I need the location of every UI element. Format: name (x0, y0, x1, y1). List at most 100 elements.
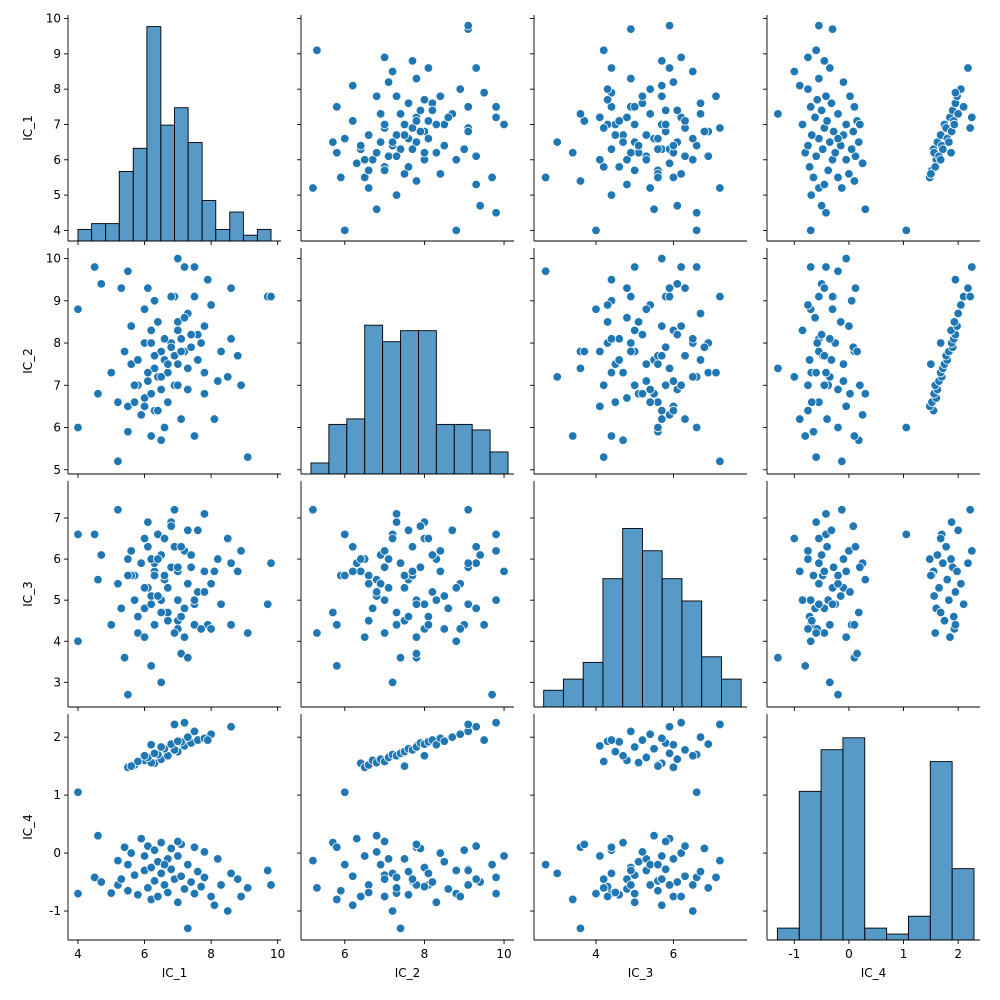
scatter-point (391, 883, 402, 893)
scatter-point (838, 77, 849, 87)
scatter-point (653, 761, 663, 771)
x-tick-label: 1 (900, 947, 908, 961)
scatter-point (688, 66, 698, 77)
scatter-point (599, 380, 609, 390)
scatter-point (602, 891, 613, 902)
scatter-point (236, 891, 246, 902)
scatter-point (657, 321, 667, 331)
scatter-point (395, 144, 406, 154)
scatter-point (595, 112, 605, 123)
scatter-point (332, 661, 342, 671)
scatter-point (680, 283, 690, 293)
y-axis-label: IC_2 (21, 348, 35, 374)
scatter-point (156, 384, 166, 395)
x-tick-label: 4 (592, 947, 600, 961)
scatter-point (930, 162, 940, 172)
scatter-point (189, 431, 200, 441)
scatter-point (672, 200, 682, 211)
scatter-point (206, 579, 216, 589)
scatter-point (173, 359, 183, 369)
scatter-point (139, 533, 150, 544)
scatter-point (688, 133, 698, 144)
scatter-point (795, 414, 805, 424)
scatter-point (695, 732, 706, 742)
scatter-point (814, 599, 824, 609)
panel (297, 248, 514, 478)
scatter-point (797, 325, 808, 336)
scatter-point (645, 859, 655, 870)
scatter-point (818, 144, 828, 154)
scatter-point (568, 894, 578, 905)
y-tick-label: 2 (53, 730, 61, 744)
histogram-bar (776, 927, 800, 941)
scatter-point (618, 435, 628, 445)
scatter-point (660, 836, 671, 847)
scatter-point (860, 204, 871, 214)
scatter-point (233, 351, 243, 361)
scatter-point (606, 274, 617, 285)
scatter-point (226, 722, 236, 732)
scatter-point (568, 431, 578, 441)
scatter-point (579, 116, 590, 126)
scatter-point (463, 880, 473, 890)
scatter-point (827, 24, 838, 34)
scatter-point (803, 52, 813, 63)
scatter-point (332, 620, 342, 630)
scatter-point (206, 300, 216, 310)
scatter-point (803, 554, 813, 564)
scatter-point (833, 133, 843, 144)
histogram-bar (91, 223, 107, 242)
y-tick-label: 5 (53, 593, 61, 607)
scatter-point (415, 521, 426, 531)
scatter-point (797, 119, 808, 130)
scatter-point (618, 137, 628, 147)
scatter-point (860, 389, 871, 399)
scatter-point (360, 172, 370, 183)
scatter-point (403, 525, 414, 536)
scatter-point (463, 20, 473, 31)
histogram-bar (201, 199, 217, 242)
scatter-point (808, 172, 819, 183)
scatter-point (849, 620, 860, 630)
scatter-point (391, 607, 402, 618)
scatter-point (814, 73, 824, 84)
scatter-point (789, 66, 800, 77)
scatter-point (614, 355, 624, 365)
scatter-point (451, 636, 461, 646)
scatter-point (119, 842, 130, 852)
scatter-point (447, 525, 457, 536)
panel (530, 15, 747, 245)
scatter-point (844, 169, 854, 179)
scatter-point (183, 652, 193, 663)
scatter-point (657, 253, 667, 264)
histogram-bar (256, 228, 272, 242)
scatter-point (540, 266, 551, 276)
scatter-point (411, 176, 422, 186)
scatter-point (328, 607, 338, 618)
scatter-point (332, 894, 342, 905)
scatter-point (711, 367, 721, 378)
scatter-point (146, 740, 156, 750)
scatter-point (657, 874, 667, 884)
scatter-point (950, 620, 961, 630)
scatter-point (664, 880, 675, 890)
scatter-point (133, 355, 143, 365)
scatter-point (606, 334, 617, 344)
scatter-point (633, 757, 644, 768)
scatter-point (379, 119, 390, 130)
scatter-point (691, 787, 702, 797)
scatter-point (901, 225, 911, 236)
scatter-point (629, 888, 640, 899)
y-tick-label: 7 (53, 378, 61, 392)
scatter-point (123, 427, 133, 437)
histogram-bar (364, 324, 384, 475)
scatter-point (459, 845, 469, 855)
scatter-point (860, 574, 871, 585)
scatter-point (153, 591, 163, 601)
scatter-point (846, 144, 857, 154)
scatter-point (827, 599, 838, 609)
panel (530, 248, 747, 478)
scatter-point (850, 542, 861, 552)
scatter-point (595, 851, 605, 861)
histogram-bar (215, 228, 231, 242)
